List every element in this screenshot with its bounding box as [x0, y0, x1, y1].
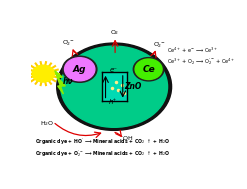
Text: O$_2^{\cdot-}$: O$_2^{\cdot-}$	[62, 38, 74, 48]
Text: Ag: Ag	[73, 65, 86, 74]
Text: Ce$^{3+}$ + O$_2$ ⟶ O$_2^{\cdot-}$ + Ce$^{4+}$: Ce$^{3+}$ + O$_2$ ⟶ O$_2^{\cdot-}$ + Ce$…	[167, 56, 235, 67]
Text: Ce: Ce	[142, 65, 155, 74]
Circle shape	[135, 59, 162, 80]
Circle shape	[64, 58, 95, 81]
Text: hν: hν	[63, 77, 74, 86]
Polygon shape	[55, 71, 65, 94]
Text: Organic dye + O$_2^{\cdot-}$ ⟶ Mineral acids + CO$_2$ $\uparrow$ + H$_2$O: Organic dye + O$_2^{\cdot-}$ ⟶ Mineral a…	[35, 149, 170, 159]
Text: O$_2^{\cdot-}$: O$_2^{\cdot-}$	[153, 40, 165, 50]
Text: ZnO: ZnO	[125, 82, 142, 91]
Text: h⁺: h⁺	[109, 99, 117, 105]
Circle shape	[133, 58, 164, 81]
Text: $^{\cdot}$OH: $^{\cdot}$OH	[121, 135, 134, 143]
Text: O$_2$: O$_2$	[110, 28, 120, 37]
Circle shape	[32, 65, 54, 82]
Text: e⁻: e⁻	[109, 67, 117, 73]
Circle shape	[61, 46, 167, 127]
Text: Ce$^{4+}$ + e$^{-}$ ⟶ Ce$^{3+}$: Ce$^{4+}$ + e$^{-}$ ⟶ Ce$^{3+}$	[167, 46, 218, 55]
Text: H$_2$O: H$_2$O	[40, 119, 54, 128]
Circle shape	[62, 56, 97, 82]
Circle shape	[57, 43, 172, 130]
Bar	[102, 72, 127, 101]
Text: Organic dye + HO$^{\cdot}$ ⟶ Mineral acids + CO$_2$ $\uparrow$ + H$_2$O: Organic dye + HO$^{\cdot}$ ⟶ Mineral aci…	[35, 137, 170, 146]
